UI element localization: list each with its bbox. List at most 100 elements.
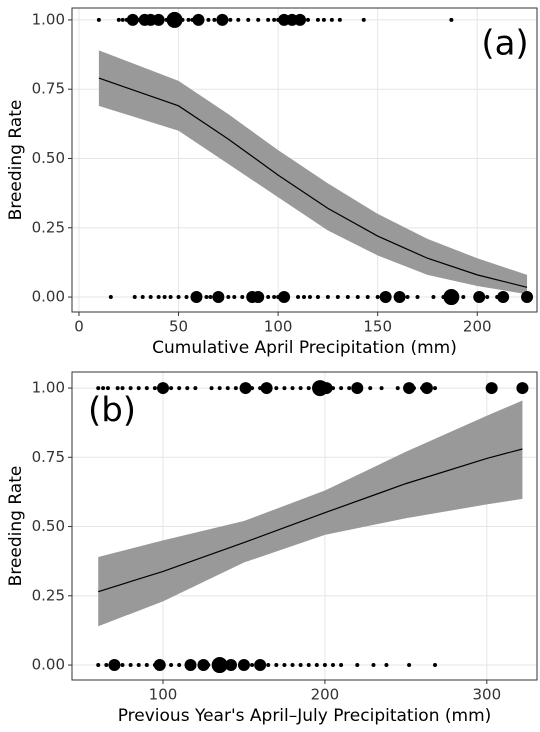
data-point — [136, 386, 141, 391]
y-tick-label: 0.25 — [32, 218, 65, 236]
data-point — [298, 663, 303, 668]
data-point — [449, 17, 454, 22]
y-tick-label: 0.00 — [32, 288, 65, 306]
data-point — [144, 386, 149, 391]
data-point — [330, 386, 335, 391]
data-point — [330, 663, 335, 668]
data-point — [228, 17, 233, 22]
x-tick-label: 150 — [363, 318, 392, 336]
data-point — [322, 663, 327, 668]
data-point — [160, 17, 165, 22]
data-point — [351, 382, 364, 395]
data-point — [314, 663, 319, 668]
data-point — [266, 663, 271, 668]
data-point — [305, 17, 310, 22]
data-point — [274, 386, 279, 391]
data-point — [431, 295, 436, 300]
data-point — [116, 17, 121, 22]
data-point — [361, 17, 366, 22]
y-axis-title: Breeding Rate — [6, 466, 26, 587]
data-point — [260, 382, 273, 395]
data-point — [347, 386, 352, 391]
data-point — [153, 659, 166, 672]
data-point — [473, 291, 486, 304]
data-point — [337, 17, 342, 22]
data-point — [282, 386, 287, 391]
data-point — [216, 13, 229, 26]
data-point — [315, 17, 320, 22]
data-point — [432, 386, 437, 391]
data-point — [266, 295, 271, 300]
data-point — [306, 663, 311, 668]
data-point — [132, 295, 137, 300]
data-point — [208, 295, 213, 300]
data-point — [290, 663, 295, 668]
data-point — [128, 663, 133, 668]
data-point — [105, 386, 110, 391]
data-point — [156, 382, 169, 395]
data-point — [505, 295, 510, 300]
x-tick-label: 100 — [149, 686, 178, 704]
data-point — [152, 386, 157, 391]
data-point — [485, 295, 490, 300]
data-point — [152, 13, 165, 26]
data-point — [168, 295, 173, 300]
y-tick-label: 0.50 — [32, 517, 65, 535]
data-point — [184, 295, 189, 300]
data-point — [384, 663, 389, 668]
data-point — [393, 291, 406, 304]
data-point — [108, 659, 121, 672]
data-point — [290, 386, 295, 391]
data-point — [200, 17, 205, 22]
y-tick-label: 0.75 — [32, 80, 65, 98]
data-point — [240, 295, 245, 300]
data-point — [461, 295, 466, 300]
data-point — [415, 295, 420, 300]
x-tick-label: 0 — [74, 318, 84, 336]
data-point — [407, 663, 412, 668]
data-point — [115, 386, 120, 391]
data-point — [184, 659, 197, 672]
data-point — [321, 17, 326, 22]
y-tick-label: 0.00 — [32, 656, 65, 674]
data-point — [239, 382, 252, 395]
data-point — [120, 663, 125, 668]
data-point — [395, 386, 400, 391]
x-tick-label: 100 — [264, 318, 293, 336]
data-point — [101, 386, 106, 391]
data-point — [144, 663, 149, 668]
data-point — [108, 295, 113, 300]
data-point — [443, 289, 460, 306]
data-point — [246, 17, 251, 22]
data-point — [335, 295, 340, 300]
y-tick-label: 0.25 — [32, 586, 65, 604]
panel-label: (b) — [88, 391, 136, 431]
data-point — [379, 291, 392, 304]
data-point — [148, 295, 153, 300]
data-point — [411, 386, 416, 391]
data-point — [204, 295, 209, 300]
data-point — [211, 657, 228, 674]
data-point — [405, 295, 410, 300]
data-point — [96, 17, 101, 22]
data-point — [403, 382, 416, 395]
data-point — [217, 386, 222, 391]
data-point — [521, 291, 534, 304]
data-point — [185, 386, 190, 391]
data-point — [306, 386, 311, 391]
data-point — [96, 663, 101, 668]
data-point — [298, 386, 303, 391]
data-point — [485, 382, 498, 395]
data-point — [266, 17, 271, 22]
data-point — [432, 663, 437, 668]
data-point — [177, 386, 182, 391]
data-point — [236, 17, 241, 22]
data-point — [497, 291, 510, 304]
data-point — [315, 295, 320, 300]
data-point — [294, 13, 307, 26]
data-point — [136, 663, 141, 668]
data-point — [254, 659, 267, 672]
data-point — [307, 295, 312, 300]
